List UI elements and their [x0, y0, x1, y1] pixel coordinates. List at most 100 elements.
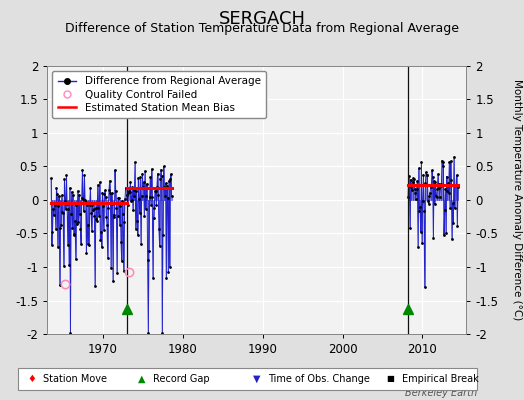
Point — [87, 210, 95, 216]
Point — [140, 212, 148, 219]
Point — [107, 265, 115, 271]
Point — [408, 187, 416, 194]
Point — [108, 200, 116, 207]
Point — [60, 176, 69, 182]
Point — [83, 202, 91, 208]
Point — [49, 206, 57, 212]
Point — [48, 242, 56, 248]
Point — [167, 193, 176, 200]
Point — [134, 175, 143, 181]
Point — [113, 270, 121, 276]
Point — [158, 330, 167, 336]
Point — [76, 225, 84, 232]
Point — [74, 219, 83, 225]
Point — [67, 211, 75, 218]
Point — [90, 213, 99, 220]
Legend: Difference from Regional Average, Quality Control Failed, Estimated Station Mean: Difference from Regional Average, Qualit… — [52, 71, 266, 118]
Point — [48, 228, 57, 235]
Point — [55, 193, 63, 199]
Point — [156, 242, 164, 249]
Point — [144, 330, 152, 336]
Point — [58, 209, 67, 215]
Point — [95, 179, 104, 185]
Point — [449, 200, 457, 207]
Point — [153, 184, 161, 190]
Point — [83, 241, 92, 247]
Point — [63, 242, 72, 248]
Point — [100, 226, 108, 233]
Point — [144, 257, 152, 263]
Point — [452, 172, 461, 178]
Point — [98, 189, 106, 196]
Point — [103, 222, 111, 228]
Point — [415, 207, 423, 214]
Point — [157, 173, 166, 179]
Point — [146, 194, 154, 200]
Point — [73, 221, 81, 227]
Point — [116, 203, 125, 209]
Point — [139, 183, 147, 190]
Point — [77, 240, 85, 247]
Point — [451, 205, 459, 211]
Point — [109, 278, 117, 284]
Point — [118, 198, 126, 204]
Point — [422, 171, 431, 178]
Point — [133, 218, 141, 224]
Point — [439, 159, 447, 166]
Text: Berkeley Earth: Berkeley Earth — [405, 388, 477, 398]
Point — [82, 199, 90, 205]
Point — [436, 181, 445, 187]
Point — [446, 158, 455, 164]
Point — [127, 198, 135, 204]
Point — [138, 170, 147, 177]
Point — [88, 228, 96, 235]
Point — [165, 177, 173, 184]
Point — [420, 208, 428, 215]
Point — [68, 189, 76, 195]
Point — [435, 180, 443, 187]
Point — [166, 176, 174, 182]
Point — [437, 183, 445, 189]
Point — [123, 192, 131, 198]
Point — [409, 179, 417, 186]
Point — [132, 188, 140, 194]
Point — [64, 206, 73, 212]
Point — [431, 201, 439, 208]
Point — [71, 218, 79, 224]
Point — [414, 165, 423, 171]
Point — [157, 166, 165, 173]
Point — [148, 194, 157, 200]
Point — [78, 194, 86, 201]
Point — [137, 192, 146, 199]
Point — [150, 205, 158, 211]
Point — [82, 250, 91, 256]
Point — [161, 192, 169, 199]
Point — [156, 176, 165, 182]
Point — [418, 240, 426, 246]
Point — [166, 264, 174, 270]
Point — [443, 188, 452, 194]
Point — [137, 241, 145, 247]
Point — [51, 202, 59, 208]
Y-axis label: Monthly Temperature Anomaly Difference (°C): Monthly Temperature Anomaly Difference (… — [512, 79, 522, 321]
Point — [72, 256, 80, 263]
Point — [135, 196, 143, 202]
Point — [454, 184, 462, 191]
Point — [141, 168, 149, 174]
Point — [101, 187, 109, 193]
Point — [429, 174, 437, 180]
Point — [110, 211, 118, 218]
Point — [127, 196, 136, 203]
Point — [75, 211, 84, 218]
Point — [56, 282, 64, 289]
Point — [97, 228, 105, 235]
Point — [149, 275, 157, 282]
Point — [99, 203, 107, 209]
Point — [100, 190, 108, 197]
Point — [432, 194, 441, 201]
Point — [84, 221, 93, 228]
Point — [112, 205, 121, 212]
Point — [419, 171, 428, 178]
Point — [427, 182, 435, 189]
Point — [105, 178, 114, 184]
